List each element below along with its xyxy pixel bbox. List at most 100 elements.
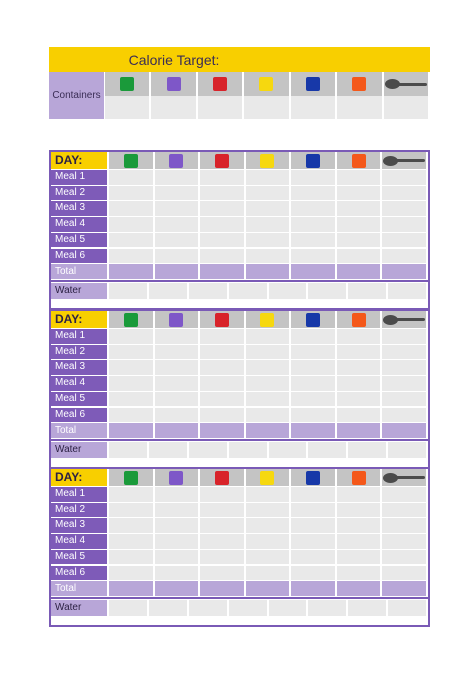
water-glass-input[interactable] bbox=[148, 600, 189, 617]
meal-container-input[interactable] bbox=[109, 391, 155, 408]
meal-container-input[interactable] bbox=[200, 376, 246, 392]
meal-container-input[interactable] bbox=[382, 376, 428, 392]
total-input[interactable] bbox=[336, 581, 383, 597]
meal-container-input[interactable] bbox=[154, 201, 201, 218]
meal-container-input[interactable] bbox=[154, 565, 201, 582]
meal-container-input[interactable] bbox=[291, 217, 337, 233]
meal-container-input[interactable] bbox=[245, 487, 292, 503]
meal-container-input[interactable] bbox=[382, 502, 428, 519]
meal-container-input[interactable] bbox=[291, 329, 337, 345]
water-glass-input[interactable] bbox=[148, 283, 189, 300]
meal-container-input[interactable] bbox=[245, 360, 292, 377]
meal-container-input[interactable] bbox=[245, 376, 292, 392]
water-glass-input[interactable] bbox=[308, 283, 349, 300]
total-input[interactable] bbox=[245, 423, 292, 439]
meal-container-input[interactable] bbox=[336, 518, 383, 535]
meal-container-input[interactable] bbox=[200, 391, 246, 408]
meal-container-input[interactable] bbox=[245, 502, 292, 519]
meal-container-input[interactable] bbox=[245, 329, 292, 345]
meal-container-input[interactable] bbox=[336, 217, 383, 233]
meal-container-input[interactable] bbox=[109, 232, 155, 249]
meal-container-input[interactable] bbox=[154, 376, 201, 392]
total-input[interactable] bbox=[382, 423, 428, 439]
meal-container-input[interactable] bbox=[245, 170, 292, 186]
water-glass-input[interactable] bbox=[188, 283, 229, 300]
meal-container-input[interactable] bbox=[200, 518, 246, 535]
meal-container-input[interactable] bbox=[154, 232, 201, 249]
total-input[interactable] bbox=[382, 264, 428, 280]
meal-container-input[interactable] bbox=[291, 232, 337, 249]
water-glass-input[interactable] bbox=[109, 442, 149, 459]
total-input[interactable] bbox=[200, 264, 246, 280]
meal-container-input[interactable] bbox=[109, 185, 155, 202]
meal-container-input[interactable] bbox=[200, 248, 246, 265]
meal-container-input[interactable] bbox=[245, 185, 292, 202]
meal-container-input[interactable] bbox=[154, 344, 201, 361]
meal-container-input[interactable] bbox=[291, 549, 337, 566]
water-glass-input[interactable] bbox=[348, 600, 389, 617]
meal-container-input[interactable] bbox=[109, 502, 155, 519]
meal-container-input[interactable] bbox=[291, 534, 337, 550]
meal-container-input[interactable] bbox=[109, 201, 155, 218]
meal-container-input[interactable] bbox=[154, 549, 201, 566]
meal-container-input[interactable] bbox=[382, 217, 428, 233]
meal-container-input[interactable] bbox=[336, 502, 383, 519]
meal-container-input[interactable] bbox=[154, 329, 201, 345]
meal-container-input[interactable] bbox=[291, 518, 337, 535]
meal-container-input[interactable] bbox=[336, 185, 383, 202]
meal-container-input[interactable] bbox=[200, 534, 246, 550]
water-glass-input[interactable] bbox=[388, 600, 428, 617]
meal-container-input[interactable] bbox=[336, 407, 383, 424]
container-count-input[interactable] bbox=[383, 96, 430, 119]
total-input[interactable] bbox=[200, 423, 246, 439]
meal-container-input[interactable] bbox=[291, 360, 337, 377]
water-glass-input[interactable] bbox=[109, 283, 149, 300]
meal-container-input[interactable] bbox=[154, 487, 201, 503]
meal-container-input[interactable] bbox=[109, 534, 155, 550]
meal-container-input[interactable] bbox=[336, 534, 383, 550]
meal-container-input[interactable] bbox=[291, 391, 337, 408]
water-glass-input[interactable] bbox=[148, 442, 189, 459]
meal-container-input[interactable] bbox=[336, 201, 383, 218]
meal-container-input[interactable] bbox=[336, 376, 383, 392]
meal-container-input[interactable] bbox=[109, 248, 155, 265]
container-count-input[interactable] bbox=[337, 96, 384, 119]
total-input[interactable] bbox=[291, 581, 337, 597]
container-count-input[interactable] bbox=[197, 96, 245, 119]
total-input[interactable] bbox=[245, 581, 292, 597]
meal-container-input[interactable] bbox=[291, 201, 337, 218]
meal-container-input[interactable] bbox=[109, 360, 155, 377]
meal-container-input[interactable] bbox=[109, 217, 155, 233]
meal-container-input[interactable] bbox=[154, 248, 201, 265]
total-input[interactable] bbox=[109, 581, 155, 597]
meal-container-input[interactable] bbox=[245, 565, 292, 582]
total-input[interactable] bbox=[291, 264, 337, 280]
meal-container-input[interactable] bbox=[109, 487, 155, 503]
water-glass-input[interactable] bbox=[228, 283, 269, 300]
meal-container-input[interactable] bbox=[200, 185, 246, 202]
meal-container-input[interactable] bbox=[382, 518, 428, 535]
meal-container-input[interactable] bbox=[109, 565, 155, 582]
meal-container-input[interactable] bbox=[336, 170, 383, 186]
meal-container-input[interactable] bbox=[154, 518, 201, 535]
meal-container-input[interactable] bbox=[245, 391, 292, 408]
container-count-input[interactable] bbox=[244, 96, 291, 119]
meal-container-input[interactable] bbox=[200, 232, 246, 249]
water-glass-input[interactable] bbox=[348, 442, 389, 459]
meal-container-input[interactable] bbox=[382, 487, 428, 503]
water-glass-input[interactable] bbox=[308, 600, 349, 617]
meal-container-input[interactable] bbox=[291, 248, 337, 265]
meal-container-input[interactable] bbox=[336, 391, 383, 408]
meal-container-input[interactable] bbox=[291, 565, 337, 582]
water-glass-input[interactable] bbox=[268, 442, 309, 459]
total-input[interactable] bbox=[109, 264, 155, 280]
meal-container-input[interactable] bbox=[245, 217, 292, 233]
meal-container-input[interactable] bbox=[382, 391, 428, 408]
meal-container-input[interactable] bbox=[382, 248, 428, 265]
total-input[interactable] bbox=[336, 264, 383, 280]
meal-container-input[interactable] bbox=[382, 549, 428, 566]
meal-container-input[interactable] bbox=[336, 248, 383, 265]
total-input[interactable] bbox=[336, 423, 383, 439]
meal-container-input[interactable] bbox=[336, 487, 383, 503]
meal-container-input[interactable] bbox=[291, 344, 337, 361]
